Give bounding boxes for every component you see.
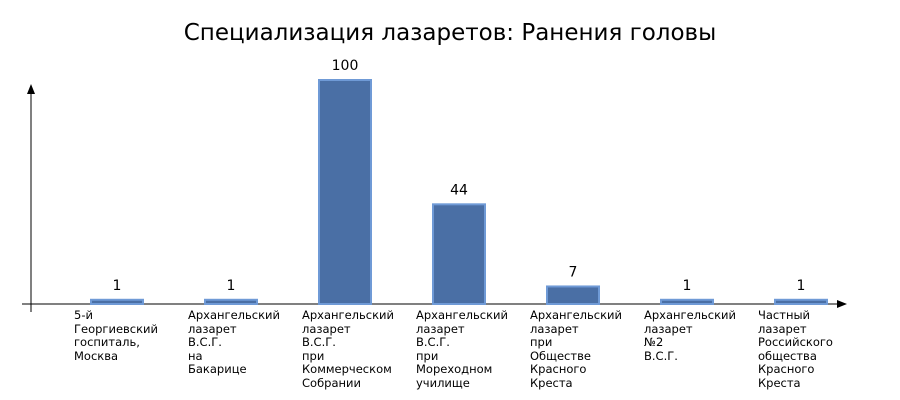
value-label: 100	[332, 58, 359, 74]
label-word: №2	[644, 335, 664, 349]
label-word: на	[188, 348, 203, 363]
label-word: общества	[758, 348, 817, 363]
x-tick-label: Архангельский лазарет №2 В.С.Г.	[644, 308, 736, 363]
label-word: 5-й	[74, 308, 93, 322]
label-word: лазарет	[416, 321, 465, 336]
label-word: Мореходном	[416, 362, 493, 376]
label-word: Российского	[758, 335, 833, 349]
x-tick-label: Архангельский лазарет В.С.Г. на Бакарице	[188, 308, 280, 377]
x-tick-label: Архангельский лазарет при Обществе Красн…	[530, 308, 622, 390]
value-label: 44	[450, 182, 468, 198]
bar	[432, 203, 486, 306]
label-word: В.С.Г.	[416, 335, 450, 349]
label-word: Креста	[530, 375, 573, 390]
label-word: Архангельский	[644, 308, 736, 322]
x-tick-label: 5-й Георгиевский госпиталь, Москва	[74, 308, 159, 363]
label-word: Архангельский	[416, 308, 508, 322]
label-word: Собрании	[302, 375, 361, 390]
label-word: Коммерческом	[302, 362, 392, 376]
bar	[204, 298, 258, 305]
bar	[774, 298, 828, 305]
x-tick-label: Архангельский лазарет В.С.Г. при Коммерч…	[302, 308, 394, 390]
label-word: Москва	[74, 348, 119, 363]
value-label: 1	[227, 278, 236, 294]
label-word: лазарет	[188, 321, 237, 336]
bar	[660, 298, 714, 305]
label-word: Архангельский	[530, 308, 622, 322]
label-word: лазарет	[644, 321, 693, 336]
label-word: Красного	[530, 362, 587, 376]
label-word: Частный	[758, 308, 811, 322]
y-axis-arrow	[27, 84, 35, 94]
value-label: 1	[683, 278, 692, 294]
value-label: 7	[569, 264, 578, 280]
label-word: Георгиевский	[74, 321, 159, 336]
x-axis-arrow	[837, 300, 847, 308]
label-word: Бакарице	[188, 362, 247, 376]
label-word: лазарет	[758, 321, 807, 336]
label-word: В.С.Г.	[188, 335, 222, 349]
label-word: училище	[416, 375, 470, 390]
label-word: В.С.Г.	[302, 335, 336, 349]
label-word: Креста	[758, 375, 801, 390]
label-word: при	[530, 335, 553, 349]
x-tick-label: Архангельский лазарет В.С.Г. при Мореход…	[416, 308, 508, 390]
label-word: госпиталь,	[74, 335, 140, 349]
label-word: лазарет	[530, 321, 579, 336]
label-word: Архангельский	[302, 308, 394, 322]
label-word: при	[416, 348, 439, 363]
bar	[318, 79, 372, 305]
label-word: Обществе	[530, 348, 591, 363]
bar	[90, 298, 144, 305]
label-word: В.С.Г.	[644, 348, 678, 363]
label-word: Красного	[758, 362, 815, 376]
label-word: лазарет	[302, 321, 351, 336]
value-label: 1	[797, 278, 806, 294]
label-word: при	[302, 348, 325, 363]
bar	[546, 285, 600, 305]
x-tick-label: Частный лазарет Российского общества Кра…	[758, 308, 833, 390]
chart-title: Специализация лазаретов: Ранения головы	[184, 20, 717, 46]
label-word: Архангельский	[188, 308, 280, 322]
value-label: 1	[113, 278, 122, 294]
